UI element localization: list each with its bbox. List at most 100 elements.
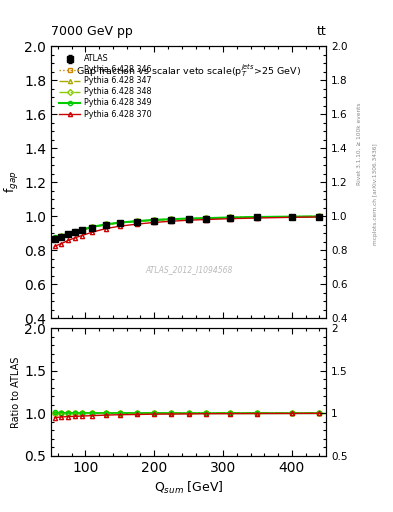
Pythia 6.428 349 [135,218,140,224]
Pythia 6.428 346 [255,214,260,220]
Pythia 6.428 346 [80,227,84,233]
Pythia 6.428 349 [255,214,260,220]
Pythia 6.428 348 [118,220,122,226]
Line: Pythia 6.428 347: Pythia 6.428 347 [52,215,321,240]
Pythia 6.428 347 [80,227,84,233]
Pythia 6.428 370 [59,241,64,247]
Line: Pythia 6.428 370: Pythia 6.428 370 [52,215,321,248]
Pythia 6.428 349 [186,216,191,222]
Pythia 6.428 370 [228,216,232,222]
Text: Rivet 3.1.10, ≥ 100k events: Rivet 3.1.10, ≥ 100k events [357,102,362,185]
Pythia 6.428 370 [317,214,322,220]
Pythia 6.428 348 [73,229,77,235]
Y-axis label: Ratio to ATLAS: Ratio to ATLAS [11,356,22,428]
Pythia 6.428 347 [73,229,77,235]
Pythia 6.428 349 [289,214,294,220]
Pythia 6.428 347 [90,224,95,230]
Pythia 6.428 346 [135,218,140,224]
Text: tt: tt [316,26,326,38]
Pythia 6.428 348 [152,217,156,223]
Pythia 6.428 370 [169,218,174,224]
Pythia 6.428 346 [104,221,108,227]
Pythia 6.428 347 [66,231,71,237]
Pythia 6.428 347 [255,214,260,220]
Pythia 6.428 346 [317,214,322,220]
Pythia 6.428 370 [289,214,294,220]
Pythia 6.428 346 [228,215,232,221]
Pythia 6.428 349 [317,214,322,220]
Pythia 6.428 347 [228,215,232,221]
Line: Pythia 6.428 348: Pythia 6.428 348 [52,215,321,240]
Pythia 6.428 348 [186,216,191,222]
Pythia 6.428 349 [169,216,174,222]
Text: mcplots.cern.ch [arXiv:1306.3436]: mcplots.cern.ch [arXiv:1306.3436] [373,144,378,245]
Pythia 6.428 346 [204,215,208,221]
Y-axis label: f$_{gap}$: f$_{gap}$ [3,171,21,194]
Pythia 6.428 349 [52,234,57,241]
Pythia 6.428 370 [80,232,84,239]
Text: ATLAS_2012_I1094568: ATLAS_2012_I1094568 [145,265,232,274]
Pythia 6.428 370 [135,221,140,227]
X-axis label: Q$_{sum}$ [GeV]: Q$_{sum}$ [GeV] [154,480,223,496]
Pythia 6.428 349 [73,228,77,234]
Text: 7000 GeV pp: 7000 GeV pp [51,26,133,38]
Pythia 6.428 348 [80,227,84,233]
Pythia 6.428 370 [73,234,77,241]
Pythia 6.428 370 [186,217,191,223]
Pythia 6.428 346 [59,233,64,239]
Pythia 6.428 346 [90,224,95,230]
Pythia 6.428 348 [317,214,322,220]
Pythia 6.428 347 [289,214,294,220]
Pythia 6.428 347 [169,216,174,222]
Pythia 6.428 348 [228,215,232,221]
Pythia 6.428 348 [104,221,108,227]
Pythia 6.428 370 [152,219,156,225]
Pythia 6.428 349 [104,221,108,227]
Pythia 6.428 370 [104,225,108,231]
Pythia 6.428 349 [204,215,208,221]
Pythia 6.428 348 [289,214,294,220]
Pythia 6.428 348 [90,224,95,230]
Pythia 6.428 346 [73,229,77,235]
Pythia 6.428 347 [186,216,191,222]
Pythia 6.428 370 [66,238,71,244]
Pythia 6.428 347 [118,220,122,226]
Pythia 6.428 347 [152,217,156,223]
Pythia 6.428 349 [90,224,95,230]
Text: Gap fraction vs scalar veto scale(p$_T^{jets}$>25 GeV): Gap fraction vs scalar veto scale(p$_T^{… [76,62,301,79]
Pythia 6.428 346 [186,216,191,222]
Pythia 6.428 347 [59,233,64,240]
Pythia 6.428 347 [104,222,108,228]
Pythia 6.428 347 [52,235,57,241]
Pythia 6.428 370 [118,223,122,229]
Line: Pythia 6.428 346: Pythia 6.428 346 [52,215,321,240]
Pythia 6.428 347 [135,218,140,224]
Pythia 6.428 346 [118,220,122,226]
Pythia 6.428 370 [255,215,260,221]
Pythia 6.428 370 [52,243,57,249]
Pythia 6.428 349 [228,215,232,221]
Pythia 6.428 348 [255,214,260,220]
Pythia 6.428 349 [118,220,122,226]
Pythia 6.428 348 [59,233,64,239]
Pythia 6.428 348 [204,215,208,221]
Pythia 6.428 347 [317,214,322,220]
Pythia 6.428 349 [66,230,71,237]
Pythia 6.428 346 [66,231,71,237]
Pythia 6.428 349 [80,226,84,232]
Pythia 6.428 346 [289,214,294,220]
Line: Pythia 6.428 349: Pythia 6.428 349 [52,215,321,240]
Pythia 6.428 348 [52,235,57,241]
Pythia 6.428 349 [59,233,64,239]
Legend: ATLAS, Pythia 6.428 346, Pythia 6.428 347, Pythia 6.428 348, Pythia 6.428 349, P: ATLAS, Pythia 6.428 346, Pythia 6.428 34… [58,53,153,120]
Pythia 6.428 349 [152,217,156,223]
Pythia 6.428 348 [135,218,140,224]
Pythia 6.428 348 [66,231,71,237]
Pythia 6.428 346 [152,217,156,223]
Pythia 6.428 348 [169,216,174,222]
Pythia 6.428 346 [169,216,174,222]
Pythia 6.428 370 [90,229,95,235]
Pythia 6.428 346 [52,235,57,241]
Pythia 6.428 347 [204,215,208,221]
Pythia 6.428 370 [204,217,208,223]
